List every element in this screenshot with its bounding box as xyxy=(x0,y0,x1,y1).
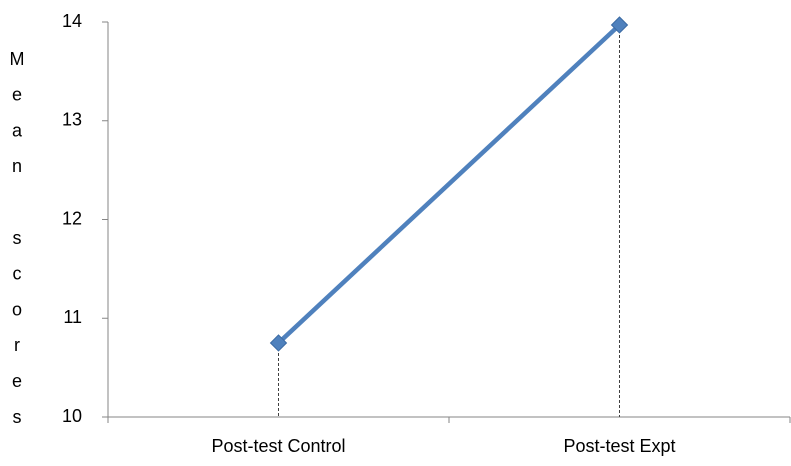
y-tick-label: 11 xyxy=(63,307,82,327)
y-axis-label-char: e xyxy=(12,85,22,105)
axes xyxy=(107,22,790,418)
x-tick-label: Post-test Expt xyxy=(563,436,675,456)
y-axis-label-char: r xyxy=(14,335,20,355)
x-axis-ticks: Post-test Control Post-test Expt xyxy=(107,417,791,456)
y-axis-label-char: n xyxy=(12,156,22,176)
data-point-marker xyxy=(610,16,629,34)
y-axis-label-char: e xyxy=(12,371,22,391)
y-axis-label-char: M xyxy=(10,49,25,69)
y-axis-label-char: s xyxy=(13,407,22,427)
y-tick-label: 12 xyxy=(62,208,82,228)
series-group xyxy=(269,16,629,352)
y-axis-label-char: c xyxy=(13,264,22,284)
y-axis-label-char: a xyxy=(12,120,23,140)
y-axis-label-char: o xyxy=(12,299,22,319)
x-tick-label: Post-test Control xyxy=(211,436,345,456)
y-tick-label: 13 xyxy=(62,110,82,130)
drop-lines xyxy=(278,24,620,417)
series-line xyxy=(276,23,622,345)
y-tick-label: 14 xyxy=(62,11,82,31)
y-axis-ticks: 10 11 12 13 14 xyxy=(62,11,108,426)
data-point-marker xyxy=(269,334,288,352)
y-axis-label-char: s xyxy=(13,228,22,248)
y-tick-label: 10 xyxy=(62,406,82,426)
